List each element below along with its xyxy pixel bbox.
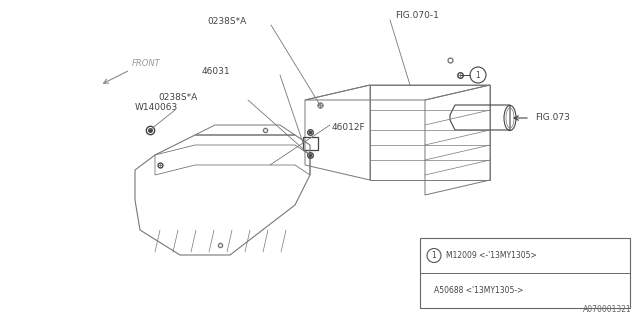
Text: FIG.073: FIG.073	[535, 114, 570, 123]
Text: W140063: W140063	[135, 103, 178, 113]
Bar	[420, 238, 630, 308]
Text: FRONT: FRONT	[132, 59, 161, 68]
Text: FIG.070-1: FIG.070-1	[395, 12, 439, 20]
Text: 1: 1	[476, 70, 481, 79]
Text: 46031: 46031	[202, 68, 230, 76]
Text: M12009 <-'13MY1305>: M12009 <-'13MY1305>	[446, 251, 537, 260]
Text: A50688 <'13MY1305->: A50688 <'13MY1305->	[434, 286, 524, 295]
Text: A070001321: A070001321	[583, 305, 632, 314]
Text: 46012F: 46012F	[332, 123, 365, 132]
Text: 0238S*A: 0238S*A	[159, 93, 198, 102]
Text: 1: 1	[431, 251, 436, 260]
Text: 0238S*A: 0238S*A	[208, 18, 247, 27]
